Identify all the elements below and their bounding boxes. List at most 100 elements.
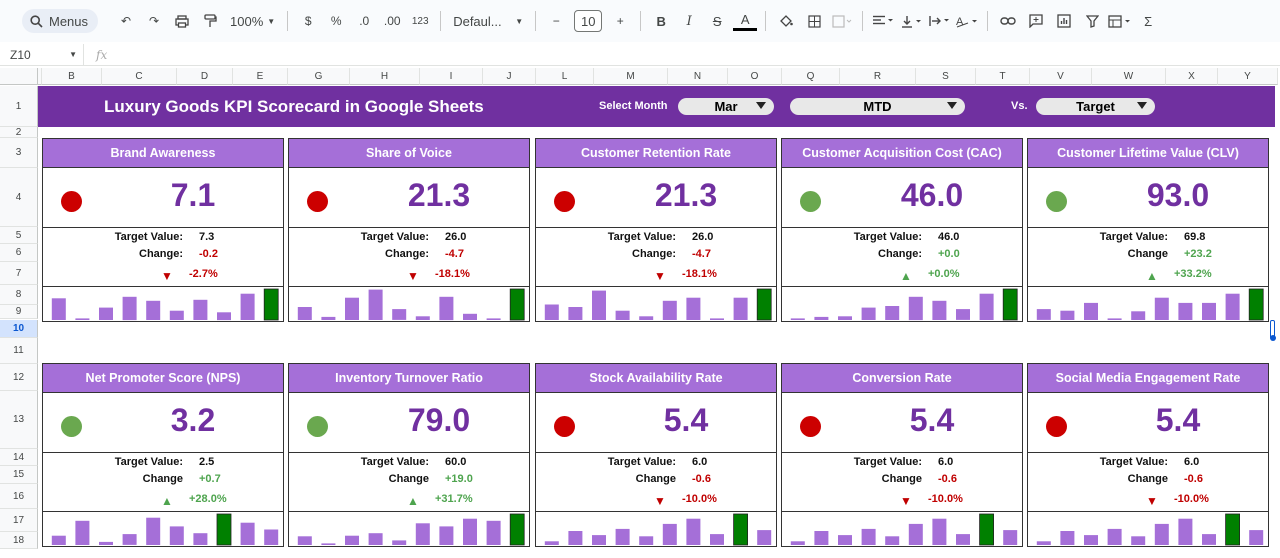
column-header[interactable]: D <box>177 68 233 85</box>
column-header-narrow[interactable] <box>1024 68 1030 85</box>
functions-icon[interactable]: Σ <box>1144 13 1153 29</box>
column-header[interactable]: W <box>1092 68 1166 85</box>
insert-comment-icon[interactable] <box>1024 9 1048 33</box>
column-header[interactable]: Y <box>1218 68 1278 85</box>
column-header[interactable]: R <box>840 68 916 85</box>
column-header[interactable]: B <box>42 68 102 85</box>
column-header[interactable]: X <box>1166 68 1218 85</box>
month-dropdown[interactable]: Mar <box>678 98 774 115</box>
filter-icon[interactable] <box>1080 9 1104 33</box>
sparkline-bar <box>568 307 583 320</box>
paint-format-icon[interactable] <box>198 9 222 33</box>
row-header[interactable]: 18 <box>0 532 38 549</box>
sparkline-bar <box>885 306 900 320</box>
compare-dropdown[interactable]: Target <box>1036 98 1155 115</box>
fill-color-icon[interactable] <box>774 9 798 33</box>
row-header[interactable]: 12 <box>0 364 38 391</box>
select-all-corner[interactable] <box>0 68 38 85</box>
row-header[interactable]: 9 <box>0 305 38 319</box>
decrease-decimal-button[interactable]: .0 <box>359 14 370 28</box>
row-header[interactable]: 15 <box>0 466 38 484</box>
insert-chart-icon[interactable] <box>1052 9 1076 33</box>
row-header[interactable]: 6 <box>0 244 38 262</box>
row-header[interactable]: 16 <box>0 484 38 509</box>
print-icon[interactable] <box>170 9 194 33</box>
filter-views-icon[interactable] <box>1108 9 1132 33</box>
sparkline-bar <box>639 316 654 320</box>
zoom-select[interactable]: 100% ▼ <box>230 14 275 29</box>
column-header-narrow[interactable] <box>777 68 782 85</box>
sparkline-bar <box>1225 293 1240 320</box>
row-header[interactable]: 3 <box>0 138 38 168</box>
decrease-font-size-button[interactable]: − <box>552 14 560 28</box>
percent-format-button[interactable]: % <box>330 14 342 28</box>
column-header-narrow[interactable] <box>38 68 42 85</box>
column-header-narrow[interactable] <box>283 68 288 85</box>
menus-search-button[interactable]: Menus <box>22 9 99 33</box>
row-header[interactable]: 8 <box>0 285 38 305</box>
column-header[interactable]: G <box>288 68 350 85</box>
column-header[interactable]: J <box>483 68 536 85</box>
text-wrapping-icon[interactable] <box>927 9 951 33</box>
fill-handle[interactable] <box>1270 335 1276 341</box>
borders-icon[interactable] <box>802 9 826 33</box>
row-header[interactable]: 5 <box>0 227 38 244</box>
trend-sparkline <box>297 513 525 546</box>
column-header[interactable]: I <box>420 68 483 85</box>
insert-link-icon[interactable] <box>996 9 1020 33</box>
currency-format-button[interactable]: $ <box>304 14 312 28</box>
row-header[interactable]: 17 <box>0 509 38 532</box>
increase-decimal-button[interactable]: .00 <box>383 14 401 28</box>
text-color-button[interactable]: A <box>733 11 758 31</box>
column-header[interactable]: Q <box>782 68 840 85</box>
divider <box>289 452 529 453</box>
align-left-icon[interactable] <box>871 9 895 33</box>
undo-icon[interactable]: ↶ <box>121 14 132 28</box>
italic-button[interactable]: I <box>686 13 692 29</box>
cell-reference: Z10 <box>10 47 31 62</box>
row-header[interactable]: 4 <box>0 168 38 227</box>
bold-button[interactable]: B <box>656 13 666 29</box>
row-header[interactable]: 10 <box>0 320 38 338</box>
formula-input[interactable] <box>107 44 1280 65</box>
font-size-input[interactable]: 10 <box>574 10 603 32</box>
column-header[interactable]: N <box>668 68 728 85</box>
kpi-card: Inventory Turnover Ratio 79.0 Target Value… <box>288 363 530 547</box>
font-value: Defaul... <box>453 13 502 29</box>
vertical-align-icon[interactable] <box>899 9 923 33</box>
column-header[interactable]: T <box>976 68 1030 85</box>
sparkline-bar <box>75 520 90 545</box>
text-rotation-icon[interactable]: A <box>955 9 979 33</box>
strikethrough-icon[interactable]: S <box>712 13 722 29</box>
name-box[interactable]: Z10 ▼ <box>0 44 84 65</box>
row-header[interactable]: 2 <box>0 127 38 138</box>
sparkline-bar <box>1002 288 1018 321</box>
sparkline-bar <box>193 299 208 320</box>
divider <box>289 286 529 287</box>
merge-cells-icon[interactable] <box>830 9 854 33</box>
column-header[interactable]: C <box>102 68 177 85</box>
period-dropdown[interactable]: MTD <box>790 98 965 115</box>
column-header[interactable]: M <box>594 68 668 85</box>
row-header[interactable]: 1 <box>0 86 38 127</box>
menus-label: Menus <box>49 13 89 29</box>
status-indicator-icon <box>554 191 575 212</box>
column-header[interactable]: O <box>728 68 782 85</box>
increase-font-size-button[interactable]: + <box>616 14 624 28</box>
row-header[interactable]: 13 <box>0 391 38 449</box>
font-select[interactable]: Defaul... ▼ <box>453 14 523 29</box>
trend-sparkline <box>544 288 772 321</box>
column-header[interactable]: L <box>536 68 594 85</box>
row-header[interactable]: 14 <box>0 449 38 466</box>
column-header[interactable]: E <box>233 68 288 85</box>
column-header[interactable]: S <box>916 68 976 85</box>
sparkline-bar <box>1202 302 1216 320</box>
row-header[interactable]: 11 <box>0 338 38 364</box>
column-header-narrow[interactable] <box>531 68 536 85</box>
redo-icon[interactable]: ↷ <box>149 14 160 28</box>
column-header[interactable]: H <box>350 68 420 85</box>
row-header[interactable]: 7 <box>0 262 38 285</box>
column-header[interactable]: V <box>1030 68 1092 85</box>
change-value: +23.2 <box>1184 248 1212 260</box>
more-formats-button[interactable]: 123 <box>411 15 429 27</box>
